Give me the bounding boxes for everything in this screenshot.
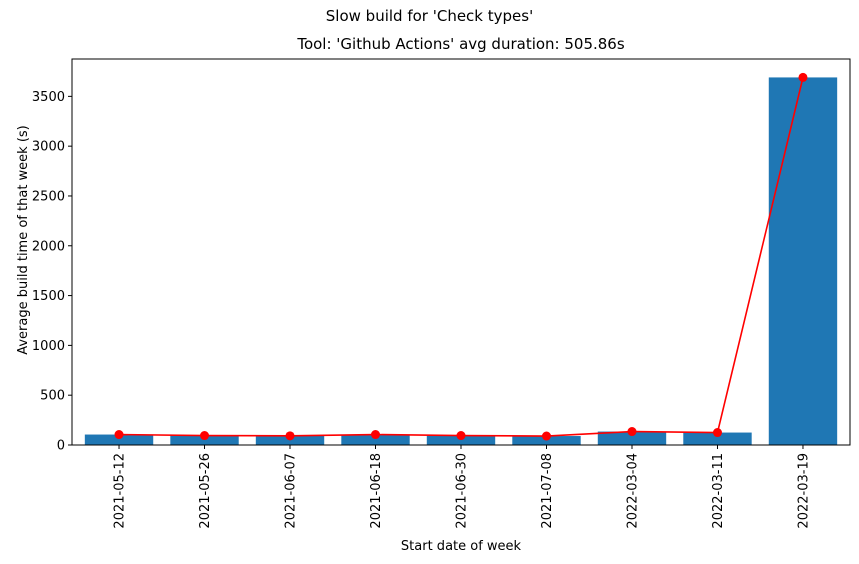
y-axis: 0 500 1000 1500 2000 2500 3000 3500 xyxy=(32,90,72,454)
bar-2021-05-12 xyxy=(84,434,154,445)
point-2022-03-19 xyxy=(798,72,808,82)
x-tick-label: 2022-03-19 xyxy=(796,453,811,529)
y-tick-label: 1000 xyxy=(32,339,65,354)
point-2022-03-11 xyxy=(712,428,722,438)
plot-frame xyxy=(71,58,851,446)
x-tick-label: 2021-06-07 xyxy=(284,453,299,529)
y-tick-label: 3500 xyxy=(32,90,65,105)
line-series xyxy=(114,72,808,441)
y-tick-label: 1500 xyxy=(32,289,65,304)
bar-2022-03-19 xyxy=(768,77,838,445)
y-tick-label: 2000 xyxy=(32,239,65,254)
y-axis-label: Average build time of that week (s) xyxy=(16,125,31,355)
y-tick-label: 3000 xyxy=(32,140,65,155)
point-2021-06-30 xyxy=(456,431,466,441)
x-axis: 2021-05-12 2021-05-26 2021-06-07 2021-06-18… xyxy=(113,445,811,529)
plot-border xyxy=(71,58,851,446)
x-tick-label: 2022-03-04 xyxy=(625,453,640,529)
x-tick-label: 2021-06-30 xyxy=(455,453,470,529)
y-tick-label: 2500 xyxy=(32,189,65,204)
point-2021-06-07 xyxy=(285,431,295,441)
point-2021-07-08 xyxy=(541,431,551,441)
x-axis-label: Start date of week xyxy=(400,539,522,554)
point-2021-05-26 xyxy=(200,431,210,441)
bar-2022-03-04 xyxy=(597,431,667,445)
x-tick-label: 2021-06-18 xyxy=(369,453,384,529)
x-tick-label: 2021-05-26 xyxy=(198,453,213,529)
point-2021-06-18 xyxy=(371,430,381,440)
figure-suptitle: Slow build for 'Check types' xyxy=(325,7,534,25)
bar-2022-03-11 xyxy=(683,432,752,445)
point-2021-05-12 xyxy=(114,430,124,440)
bar-series xyxy=(84,77,838,445)
point-2022-03-04 xyxy=(627,427,637,437)
bar-2021-06-07 xyxy=(255,435,325,445)
bar-2021-06-30 xyxy=(426,435,496,445)
y-tick-label: 0 xyxy=(57,439,65,454)
x-tick-label: 2021-05-12 xyxy=(113,453,128,529)
trend-line xyxy=(119,77,804,437)
x-tick-label: 2022-03-11 xyxy=(711,453,726,529)
chart-title: Tool: 'Github Actions' avg duration: 505… xyxy=(297,35,625,53)
bar-2021-05-26 xyxy=(170,435,239,445)
x-tick-label: 2021-07-08 xyxy=(540,453,555,529)
y-tick-label: 500 xyxy=(40,389,65,404)
bar-2021-06-18 xyxy=(341,434,410,445)
